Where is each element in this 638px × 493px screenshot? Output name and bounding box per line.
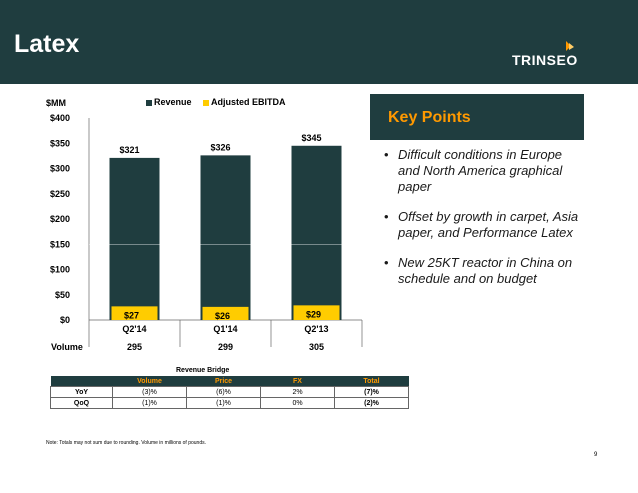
table-cell: (2)% [334,397,409,409]
legend-ebitda-swatch [203,99,209,106]
footnote: Note: Totals may not sum due to rounding… [46,440,206,446]
y-tick-label: $300 [50,164,70,174]
x-tick-label: Q2'13 [304,324,328,334]
logo-mark-icon [566,41,574,51]
key-points-panel [370,140,584,324]
ebitda-data-label: $27 [124,310,139,320]
revenue-data-label: $345 [301,133,321,143]
key-points-header: Key Points [370,94,584,140]
revenue-ebitda-chart: $0 $50 $100 $150 $200 $250 $300 $350 $400 $321 $27… [50,113,368,352]
ebitda-bar [293,305,340,320]
y-tick-label: $50 [55,290,70,300]
revenue-bar [200,155,251,320]
bullet-icon: • [384,209,389,224]
table-header-blank [50,376,113,387]
y-tick-label: $0 [60,315,70,325]
row-label: QoQ [50,397,113,409]
volume-label: Volume [51,342,83,352]
key-point-text: Offset by growth in carpet, Asia paper, … [398,209,579,240]
legend-revenue-label: Revenue [154,97,192,107]
key-points-list: • Difficult conditions in Europe and Nort… [384,147,580,301]
table-header: FX [260,376,335,387]
slide-header: Latex TRINSEO [0,0,638,84]
revenue-data-label: $326 [210,142,230,152]
legend-ebitda-label: Adjusted EBITDA [211,97,286,107]
key-points-title: Key Points [388,109,471,126]
trinseo-logo: TRINSEO [512,40,612,70]
table-cell: (1)% [186,397,261,409]
table-header: Volume [112,376,187,387]
bullet-icon: • [384,255,389,270]
legend-ebitda: Adjusted EBITDA [203,97,286,107]
ebitda-data-label: $26 [215,311,230,321]
legend-revenue: Revenue [146,97,192,107]
x-tick-label: Q2'14 [122,324,146,334]
table-cell: 2% [260,386,335,398]
volume-value: 295 [127,342,142,352]
bullet-icon: • [384,147,389,162]
revenue-bridge-title: Revenue Bridge [176,367,230,374]
y-tick-label: $400 [50,113,70,123]
ebitda-data-label: $29 [306,309,321,319]
table-cell: 0% [260,397,335,409]
y-axis-unit: $MM [46,98,66,108]
table-cell: (3)% [112,386,187,398]
table-header: Total [334,376,409,387]
table-cell: (1)% [112,397,187,409]
ebitda-bar [111,306,158,320]
revenue-bar [109,157,160,320]
table-cell: (7)% [334,386,409,398]
revenue-bridge-table: Volume Price FX Total YoY (3)% (6)% 2% (… [50,376,409,409]
ebitda-bar [202,306,249,320]
slide-title: Latex [14,30,80,58]
logo-text: TRINSEO [512,52,578,68]
revenue-data-label: $321 [119,145,139,155]
revenue-bar [291,145,342,320]
y-tick-label: $350 [50,138,70,148]
key-point-item: • Offset by growth in carpet, Asia paper,… [384,209,580,241]
key-point-item: • Difficult conditions in Europe and Nort… [384,147,580,195]
y-tick-label: $250 [50,189,70,199]
key-point-text: Difficult conditions in Europe and North… [398,147,563,194]
key-point-item: • New 25KT reactor in China on schedule a… [384,255,580,287]
table-row: YoY (3)% (6)% 2% (7)% [50,386,409,398]
legend-revenue-swatch [146,99,152,106]
y-tick-label: $100 [50,265,70,275]
table-header: Price [186,376,261,387]
x-tick-label: Q1'14 [213,324,237,334]
volume-value: 305 [309,342,324,352]
volume-value: 299 [218,342,233,352]
row-label: YoY [50,386,113,398]
y-tick-label: $150 [50,239,70,249]
page-number: 9 [594,452,598,458]
key-point-text: New 25KT reactor in China on schedule an… [398,255,573,286]
y-tick-label: $200 [50,214,70,224]
table-header-row: Volume Price FX Total [50,376,409,387]
table-cell: (6)% [186,386,261,398]
table-row: QoQ (1)% (1)% 0% (2)% [50,397,409,409]
